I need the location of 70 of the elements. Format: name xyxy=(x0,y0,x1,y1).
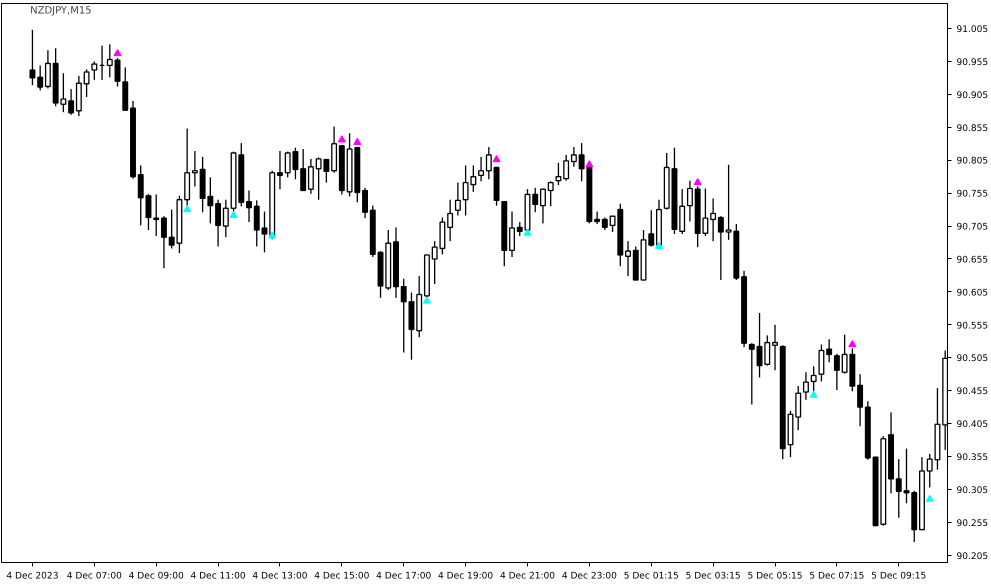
point xyxy=(523,228,532,236)
y-tick-label: 90.805 xyxy=(956,156,988,167)
x-tick-label: 4 Dec 09:00 xyxy=(128,572,184,582)
y-tick-label: 90.305 xyxy=(956,486,988,496)
point xyxy=(422,296,431,304)
point xyxy=(183,205,192,212)
candlestick xyxy=(145,193,152,231)
y-tick-label: 90.905 xyxy=(956,90,988,101)
y-tick-label: 90.255 xyxy=(956,518,988,529)
candlestick xyxy=(454,182,461,216)
candlestick xyxy=(470,164,476,192)
point xyxy=(926,494,934,502)
y-tick-label: 91.005 xyxy=(956,25,988,36)
candlestick xyxy=(764,334,770,366)
x-tick-label: 4 Dec 2023 xyxy=(6,572,59,582)
y-tick-label: 90.755 xyxy=(956,190,988,200)
x-tick-label: 5 Dec 03:15 xyxy=(686,572,741,582)
point xyxy=(694,178,702,186)
x-tick-label: 4 Dec 23:00 xyxy=(562,572,618,582)
y-tick-label: 90.705 xyxy=(956,222,988,233)
x-tick-label: 4 Dec 11:00 xyxy=(190,572,246,582)
x-tick-label: 4 Dec 19:00 xyxy=(438,572,494,582)
point xyxy=(585,160,594,168)
candlestick xyxy=(648,210,654,248)
candlestick xyxy=(138,164,144,226)
point xyxy=(848,340,856,348)
candlestick xyxy=(276,150,283,190)
y-tick-label: 90.505 xyxy=(956,354,988,364)
point xyxy=(338,135,346,142)
chart-title: NZDJPY,M15 xyxy=(30,6,92,16)
point xyxy=(114,49,122,56)
candlestick xyxy=(462,164,469,216)
y-tick-label: 90.855 xyxy=(956,124,988,134)
candlestick xyxy=(904,448,910,504)
y-tick-label: 90.405 xyxy=(956,420,988,430)
point xyxy=(268,231,276,238)
x-tick-label: 5 Dec 05:15 xyxy=(747,572,803,582)
y-tick-label: 90.205 xyxy=(956,552,988,562)
y-tick-label: 90.605 xyxy=(956,288,988,298)
point xyxy=(492,155,501,162)
point xyxy=(230,210,238,218)
candlestick xyxy=(896,458,902,518)
point xyxy=(810,390,818,398)
x-tick-label: 4 Dec 13:00 xyxy=(252,572,308,582)
y-tick-label: 90.555 xyxy=(956,321,988,332)
y-tick-label: 90.655 xyxy=(956,255,988,266)
candlestick xyxy=(99,44,106,81)
candlestick xyxy=(802,372,809,401)
x-tick-label: 5 Dec 07:15 xyxy=(809,572,864,582)
y-tick-label: 90.355 xyxy=(956,452,988,463)
candlestick xyxy=(926,453,933,488)
y-tick-label: 90.455 xyxy=(956,387,988,398)
x-tick-label: 4 Dec 07:00 xyxy=(66,572,122,582)
candlestick xyxy=(254,200,260,248)
x-tick-label: 4 Dec 17:00 xyxy=(376,572,432,582)
x-tick-label: 5 Dec 01:15 xyxy=(624,572,679,582)
x-tick-label: 4 Dec 15:00 xyxy=(314,572,370,582)
point xyxy=(654,242,663,249)
candlestick xyxy=(153,194,160,237)
candlestick xyxy=(262,210,268,254)
candlestick xyxy=(516,221,523,237)
y-tick-label: 90.955 xyxy=(956,58,988,68)
candlestick xyxy=(91,60,98,81)
candlestick xyxy=(400,278,407,354)
candlestick xyxy=(284,150,291,178)
x-tick-label: 4 Dec 21:00 xyxy=(500,572,556,582)
candlestick xyxy=(772,324,778,371)
x-tick-label: 5 Dec 09:15 xyxy=(871,572,926,582)
candlestick xyxy=(478,156,484,182)
point xyxy=(353,138,362,145)
